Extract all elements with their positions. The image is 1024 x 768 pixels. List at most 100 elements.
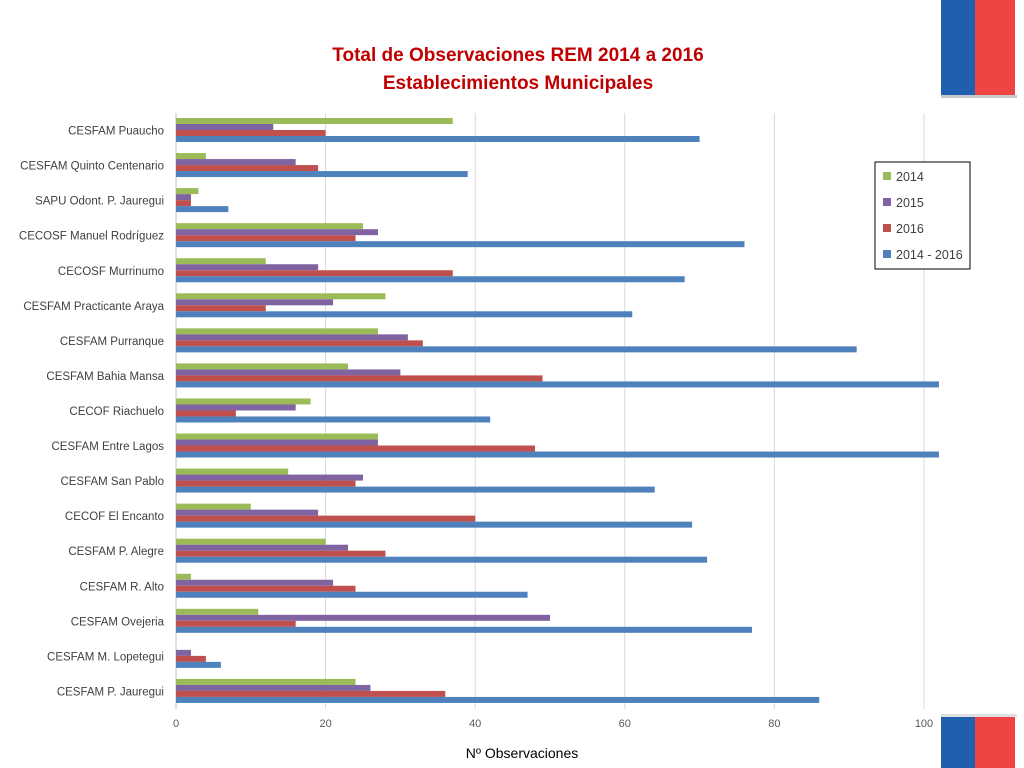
bar-2014to2016 bbox=[176, 451, 939, 458]
bar-2014to2016 bbox=[176, 556, 708, 563]
category-label: CESFAM M. Lopetegui bbox=[47, 651, 164, 663]
bar-2016 bbox=[176, 305, 266, 312]
bar-2015 bbox=[176, 509, 319, 516]
bar-2014 bbox=[176, 398, 311, 405]
bar-2016 bbox=[176, 550, 386, 557]
bar-2015 bbox=[176, 369, 401, 376]
bar-2014to2016 bbox=[176, 626, 752, 633]
legend-swatch bbox=[883, 198, 891, 206]
bar-2014to2016 bbox=[176, 381, 939, 388]
bar-2016 bbox=[176, 375, 543, 382]
bar-2015 bbox=[176, 404, 296, 411]
bar-2015 bbox=[176, 649, 191, 656]
bar-2014to2016 bbox=[176, 206, 229, 213]
bar-2014 bbox=[176, 223, 363, 230]
x-tick-label: 80 bbox=[768, 718, 780, 730]
bar-2016 bbox=[176, 585, 356, 592]
top-right-flag-decoration bbox=[941, 0, 1017, 98]
legend-swatch bbox=[883, 224, 891, 232]
bar-2014 bbox=[176, 608, 259, 615]
legend-swatch bbox=[883, 172, 891, 180]
bar-2014to2016 bbox=[176, 486, 655, 493]
bar-2014to2016 bbox=[176, 346, 857, 353]
bar-2014 bbox=[176, 468, 289, 475]
bar-2014 bbox=[176, 538, 326, 545]
legend-label: 2015 bbox=[896, 196, 924, 210]
bar-2015 bbox=[176, 194, 191, 201]
category-label: SAPU Odont. P. Jauregui bbox=[35, 196, 164, 208]
bar-2014to2016 bbox=[176, 171, 468, 178]
bar-2016 bbox=[176, 200, 191, 207]
bar-2014 bbox=[176, 293, 386, 300]
bar-2014to2016 bbox=[176, 521, 693, 528]
bar-2015 bbox=[176, 439, 378, 446]
bar-2016 bbox=[176, 480, 356, 487]
bar-2014 bbox=[176, 258, 266, 265]
category-label: CESFAM Practicante Araya bbox=[23, 301, 164, 313]
bar-2016 bbox=[176, 235, 356, 242]
category-label: CESFAM R. Alto bbox=[80, 581, 164, 593]
bar-2014 bbox=[176, 188, 199, 195]
flag-blue-block bbox=[941, 0, 975, 97]
bar-2014 bbox=[176, 328, 378, 335]
x-tick-labels: 0 20 40 60 80 100 bbox=[173, 718, 933, 730]
flag-shadow bbox=[941, 714, 1017, 717]
bar-2014 bbox=[176, 503, 251, 510]
bar-2014to2016 bbox=[176, 136, 700, 142]
bar-2014 bbox=[176, 363, 349, 370]
bottom-right-flag-decoration bbox=[941, 714, 1017, 768]
x-tick-label: 0 bbox=[173, 718, 179, 730]
bar-2015 bbox=[176, 579, 334, 586]
bar-2014 bbox=[176, 153, 206, 160]
flag-red-block bbox=[975, 716, 1015, 768]
category-label: CECOSF Manuel Rodríguez bbox=[19, 231, 164, 243]
bar-2014 bbox=[176, 678, 356, 685]
bar-2014to2016 bbox=[176, 276, 685, 283]
bar-2014to2016 bbox=[176, 696, 820, 703]
bar-2016 bbox=[176, 445, 536, 452]
legend-swatch bbox=[883, 250, 891, 258]
bars bbox=[176, 118, 939, 703]
bar-2016 bbox=[176, 165, 319, 172]
x-tick-label: 40 bbox=[469, 718, 481, 730]
bar-2016 bbox=[176, 410, 236, 417]
legend-label: 2014 - 2016 bbox=[896, 248, 963, 262]
chart-subtitle: Establecimientos Municipales bbox=[383, 73, 653, 94]
bar-2014to2016 bbox=[176, 661, 221, 668]
bar-2015 bbox=[176, 299, 334, 306]
bar-2015 bbox=[176, 544, 349, 551]
bar-2015 bbox=[176, 124, 274, 130]
bar-2014 bbox=[176, 573, 191, 580]
category-label: CECOF El Encanto bbox=[65, 511, 164, 523]
category-label: CESFAM San Pablo bbox=[60, 476, 164, 488]
bar-2016 bbox=[176, 515, 476, 522]
bar-2014 bbox=[176, 118, 453, 124]
bar-2014 bbox=[176, 433, 378, 440]
category-label: CESFAM Purranque bbox=[60, 336, 164, 348]
bar-2016 bbox=[176, 620, 296, 627]
category-label: CESFAM Entre Lagos bbox=[52, 441, 165, 453]
bar-2016 bbox=[176, 690, 446, 697]
x-tick-label: 20 bbox=[319, 718, 331, 730]
category-label: CECOF Riachuelo bbox=[69, 406, 164, 418]
flag-blue-block bbox=[941, 716, 975, 768]
bar-2015 bbox=[176, 229, 378, 236]
bar-2015 bbox=[176, 474, 363, 481]
bar-2016 bbox=[176, 130, 326, 136]
x-axis-title: Nº Observaciones bbox=[466, 745, 579, 761]
category-labels: CESFAM Puaucho CESFAM Quinto Centenario SA… bbox=[19, 126, 165, 699]
bar-2016 bbox=[176, 340, 423, 347]
bar-2016 bbox=[176, 655, 206, 662]
bar-2015 bbox=[176, 684, 371, 691]
bar-2014to2016 bbox=[176, 591, 528, 598]
category-label: CESFAM Puaucho bbox=[68, 126, 164, 138]
chart-title: Total de Observaciones REM 2014 a 2016 bbox=[332, 45, 703, 66]
bar-2015 bbox=[176, 614, 550, 621]
bar-2015 bbox=[176, 264, 319, 271]
category-label: CESFAM P. Jauregui bbox=[57, 686, 164, 698]
legend-label: 2016 bbox=[896, 222, 924, 236]
category-label: CESFAM Bahia Mansa bbox=[46, 371, 164, 383]
bar-2015 bbox=[176, 159, 296, 166]
category-label: CECOSF Murrinumo bbox=[58, 266, 164, 278]
